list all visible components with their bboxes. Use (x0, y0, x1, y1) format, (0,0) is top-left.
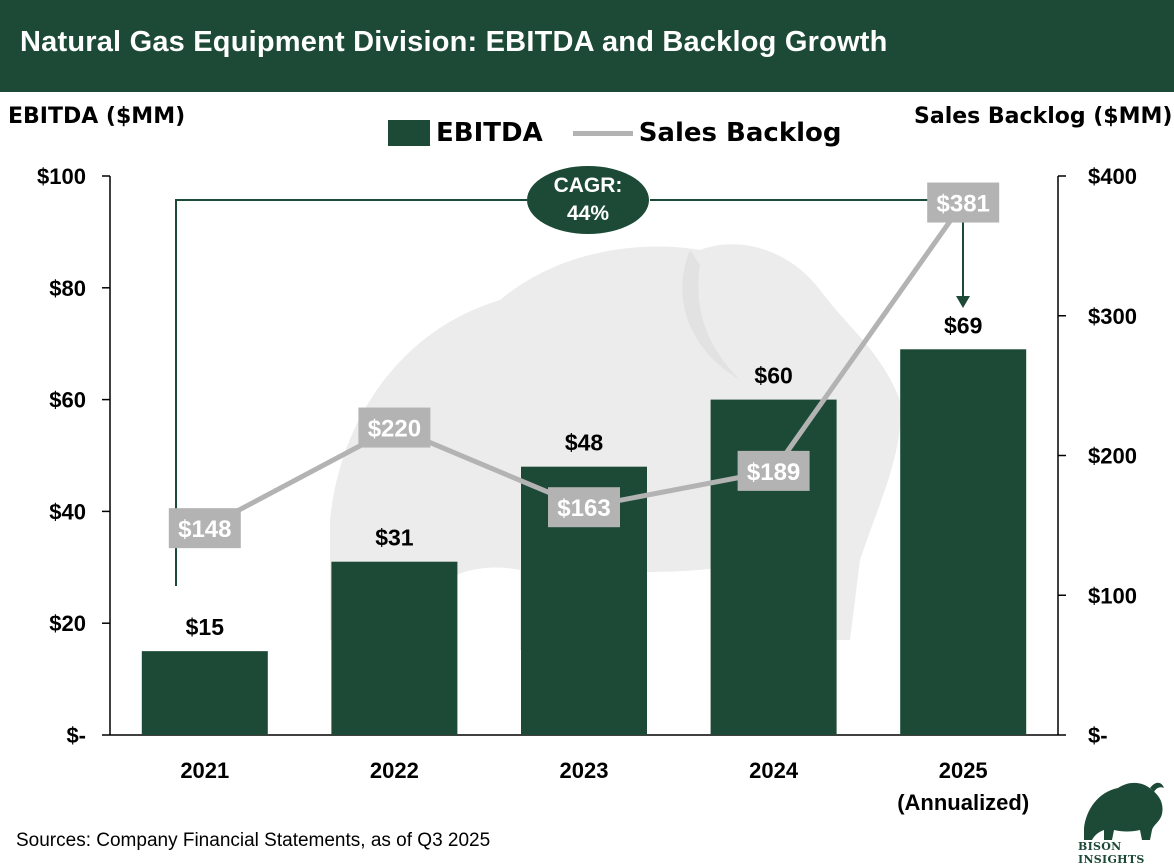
x-axis-tick-label: 2025 (939, 758, 988, 783)
right-axis-tick-label: $100 (1088, 583, 1137, 608)
x-axis-tick-label: 2023 (560, 758, 609, 783)
ebitda-data-label: $69 (944, 312, 982, 338)
right-axis-tick-label: $300 (1088, 304, 1137, 329)
left-axis-title: EBITDA ($MM) (8, 104, 186, 129)
cagr-bracket (175, 199, 963, 586)
source-note: Sources: Company Financial Statements, a… (16, 830, 491, 851)
cagr-label-line1: CAGR: (554, 174, 623, 197)
x-axis-tick-label: 2021 (180, 758, 229, 783)
right-axis-tick-label: $- (1088, 723, 1108, 748)
bison-icon (1084, 782, 1163, 840)
legend-bar-swatch (388, 120, 430, 146)
ebitda-bar (900, 349, 1027, 735)
ebitda-bar (710, 399, 837, 735)
ebitda-data-label: $31 (375, 525, 414, 551)
right-axis-tick-label: $200 (1088, 444, 1137, 469)
legend-line-label: Sales Backlog (638, 118, 842, 148)
left-axis-tick-label: $- (66, 723, 86, 748)
legend-line-swatch (572, 130, 633, 136)
axes: $- $20 $40 $60 $80 $100 $- $100 $200 $300 $400 (37, 164, 1137, 748)
legend: EBITDA Sales Backlog (388, 118, 842, 148)
cagr-badge (527, 166, 649, 234)
right-axis-tick-label: $400 (1088, 164, 1137, 189)
backlog-label-box (168, 508, 241, 549)
title-bar: Natural Gas Equipment Division: EBITDA a… (0, 0, 1174, 92)
bison-logo (1084, 782, 1164, 840)
cagr-arrow-head (956, 296, 970, 308)
legend-bar-label: EBITDA (436, 118, 543, 148)
cagr-annotation: CAGR: 44% (175, 166, 970, 586)
backlog-label-box (548, 487, 620, 528)
page-title: Natural Gas Equipment Division: EBITDA a… (20, 26, 888, 58)
ebitda-bar (141, 651, 268, 735)
ebitda-data-label: $48 (565, 430, 604, 456)
backlog-label-box (358, 407, 431, 448)
bars: $15 $31 $48 $60 $69 (141, 312, 1027, 735)
left-axis-tick-label: $20 (49, 611, 86, 636)
backlog-data-label: $220 (368, 416, 421, 443)
backlog-data-label: $189 (747, 459, 800, 486)
x-axis-tick-label: 2024 (749, 758, 799, 783)
right-axis-title: Sales Backlog ($MM) (914, 104, 1173, 129)
x-axis-labels: 2021 2022 2023 2024 2025 (Annualized) (180, 758, 1029, 815)
backlog-data-label: $381 (937, 191, 990, 218)
left-axis-tick-label: $80 (49, 276, 86, 301)
x-axis-tick-label: 2022 (370, 758, 419, 783)
left-axis-tick-label: $40 (49, 499, 86, 524)
logo-text: BISON INSIGHTS (1078, 840, 1145, 866)
x-axis-tick-label: (Annualized) (897, 790, 1029, 815)
backlog-label-box (737, 450, 810, 491)
left-axis-tick-label: $100 (37, 164, 86, 189)
backlog-label-box (927, 182, 1000, 223)
backlog-data-label: $148 (178, 516, 231, 543)
backlog-data-label: $163 (557, 495, 610, 522)
left-axis-tick-label: $60 (49, 388, 86, 413)
cagr-label-line2: 44% (567, 202, 609, 225)
ebitda-data-label: $60 (754, 363, 792, 389)
ebitda-data-label: $15 (186, 614, 225, 640)
backlog-line-group: $148 $220 $163 $189 $381 (168, 182, 1000, 549)
ebitda-bar (331, 561, 458, 735)
